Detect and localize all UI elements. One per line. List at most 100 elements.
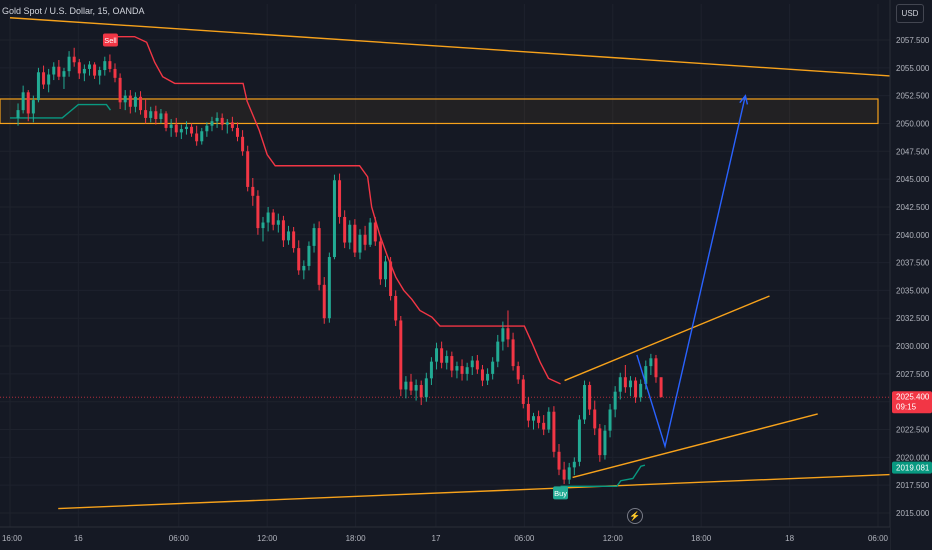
signal-text-sell: Sell: [104, 36, 117, 45]
candle-body: [215, 117, 219, 122]
candle-body: [108, 61, 112, 69]
candle-body: [440, 348, 444, 363]
candle-body: [409, 381, 413, 391]
signal-label-sell: [102, 33, 118, 47]
candle-body: [424, 378, 428, 398]
candle-body: [486, 373, 490, 381]
candle-body: [261, 222, 265, 229]
candle-body: [164, 113, 168, 128]
currency-button[interactable]: USD: [896, 4, 924, 23]
candle-body: [414, 385, 418, 391]
candle-body: [139, 96, 143, 111]
y-tick-label: 2055.000: [896, 64, 930, 73]
candle-body: [588, 385, 592, 410]
y-tick-label: 2042.500: [896, 203, 930, 212]
candles: [16, 47, 663, 485]
candle-body: [649, 358, 653, 367]
x-tick-label: 06:00: [169, 534, 190, 543]
trend-line-lower: [58, 473, 903, 510]
x-tick-label: 06:00: [868, 534, 889, 543]
candle-body: [327, 257, 331, 319]
x-tick-label: 06:00: [514, 534, 535, 543]
y-tick-label: 2032.500: [896, 314, 930, 323]
x-tick-label: 16:00: [2, 534, 23, 543]
price-axis-background: [890, 0, 932, 550]
candle-body: [57, 66, 61, 77]
candle-body: [62, 71, 66, 77]
candle-body: [103, 61, 107, 71]
candle-body: [133, 96, 137, 107]
candle-body: [542, 422, 546, 430]
candle-body: [378, 241, 382, 280]
candle-body: [195, 133, 199, 142]
signal-label-buy: [553, 486, 569, 500]
candle-body: [603, 430, 607, 456]
candle-body: [383, 261, 387, 280]
candle-body: [639, 383, 643, 398]
y-tick-label: 2027.500: [896, 370, 930, 379]
candle-body: [353, 224, 357, 253]
candle-body: [501, 328, 505, 342]
candle-body: [634, 380, 638, 398]
y-tick-label: 2047.500: [896, 147, 930, 156]
candle-body: [491, 361, 495, 374]
candle-body: [154, 111, 158, 120]
projection-line: [636, 95, 747, 449]
candle-body: [246, 151, 250, 187]
candle-body: [287, 231, 291, 241]
y-tick-label: 2052.500: [896, 92, 930, 101]
candle-body: [567, 467, 571, 480]
candle-body: [82, 68, 86, 74]
candle-body: [343, 216, 347, 243]
y-tick-label: 2020.000: [896, 453, 930, 462]
y-tick-label: 2037.500: [896, 259, 930, 268]
candle-body: [276, 220, 280, 225]
candle-body: [52, 66, 56, 75]
candle-body: [460, 366, 464, 374]
x-tick-label: 12:00: [603, 534, 624, 543]
candle-body: [557, 451, 561, 470]
candle-body: [531, 416, 535, 421]
candle-body: [480, 369, 484, 381]
candle-body: [302, 265, 306, 271]
candle-body: [36, 72, 40, 101]
candle-body: [118, 77, 122, 103]
x-tick-label: 18: [785, 534, 794, 543]
candle-body: [72, 56, 76, 63]
candle-body: [470, 360, 474, 368]
stop-line-green: [10, 103, 112, 119]
trend-line-channel_top: [564, 295, 770, 382]
candle-body: [179, 129, 183, 133]
projection-arrowhead: [739, 94, 749, 105]
candle-body: [572, 461, 576, 468]
candle-body: [659, 377, 663, 398]
candle-body: [210, 121, 214, 126]
candle-body: [623, 377, 627, 388]
candle-body: [190, 126, 194, 134]
candle-body: [220, 117, 224, 125]
x-tick-label: 18:00: [691, 534, 712, 543]
countdown-value: 09:15: [896, 402, 917, 411]
candle-body: [159, 113, 163, 120]
candle-body: [465, 367, 469, 374]
candle-body: [363, 234, 367, 245]
candle-body: [205, 125, 209, 132]
candle-body: [445, 356, 449, 363]
stop-price-tag: [892, 461, 932, 474]
candle-body: [368, 222, 372, 245]
candle-body: [399, 320, 403, 390]
candle-body: [144, 110, 148, 118]
candle-body: [450, 356, 454, 371]
y-tick-label: 2022.500: [896, 426, 930, 435]
candle-body: [358, 234, 362, 253]
candle-body: [225, 122, 229, 125]
signal-text-buy: Buy: [554, 489, 567, 498]
candle-body: [297, 248, 301, 271]
candle-body: [230, 122, 234, 128]
candle-body: [256, 195, 260, 229]
candle-body: [332, 180, 336, 258]
lightning-icon[interactable]: ⚡: [627, 508, 643, 524]
candle-body: [98, 70, 102, 76]
candle-body: [292, 231, 296, 249]
